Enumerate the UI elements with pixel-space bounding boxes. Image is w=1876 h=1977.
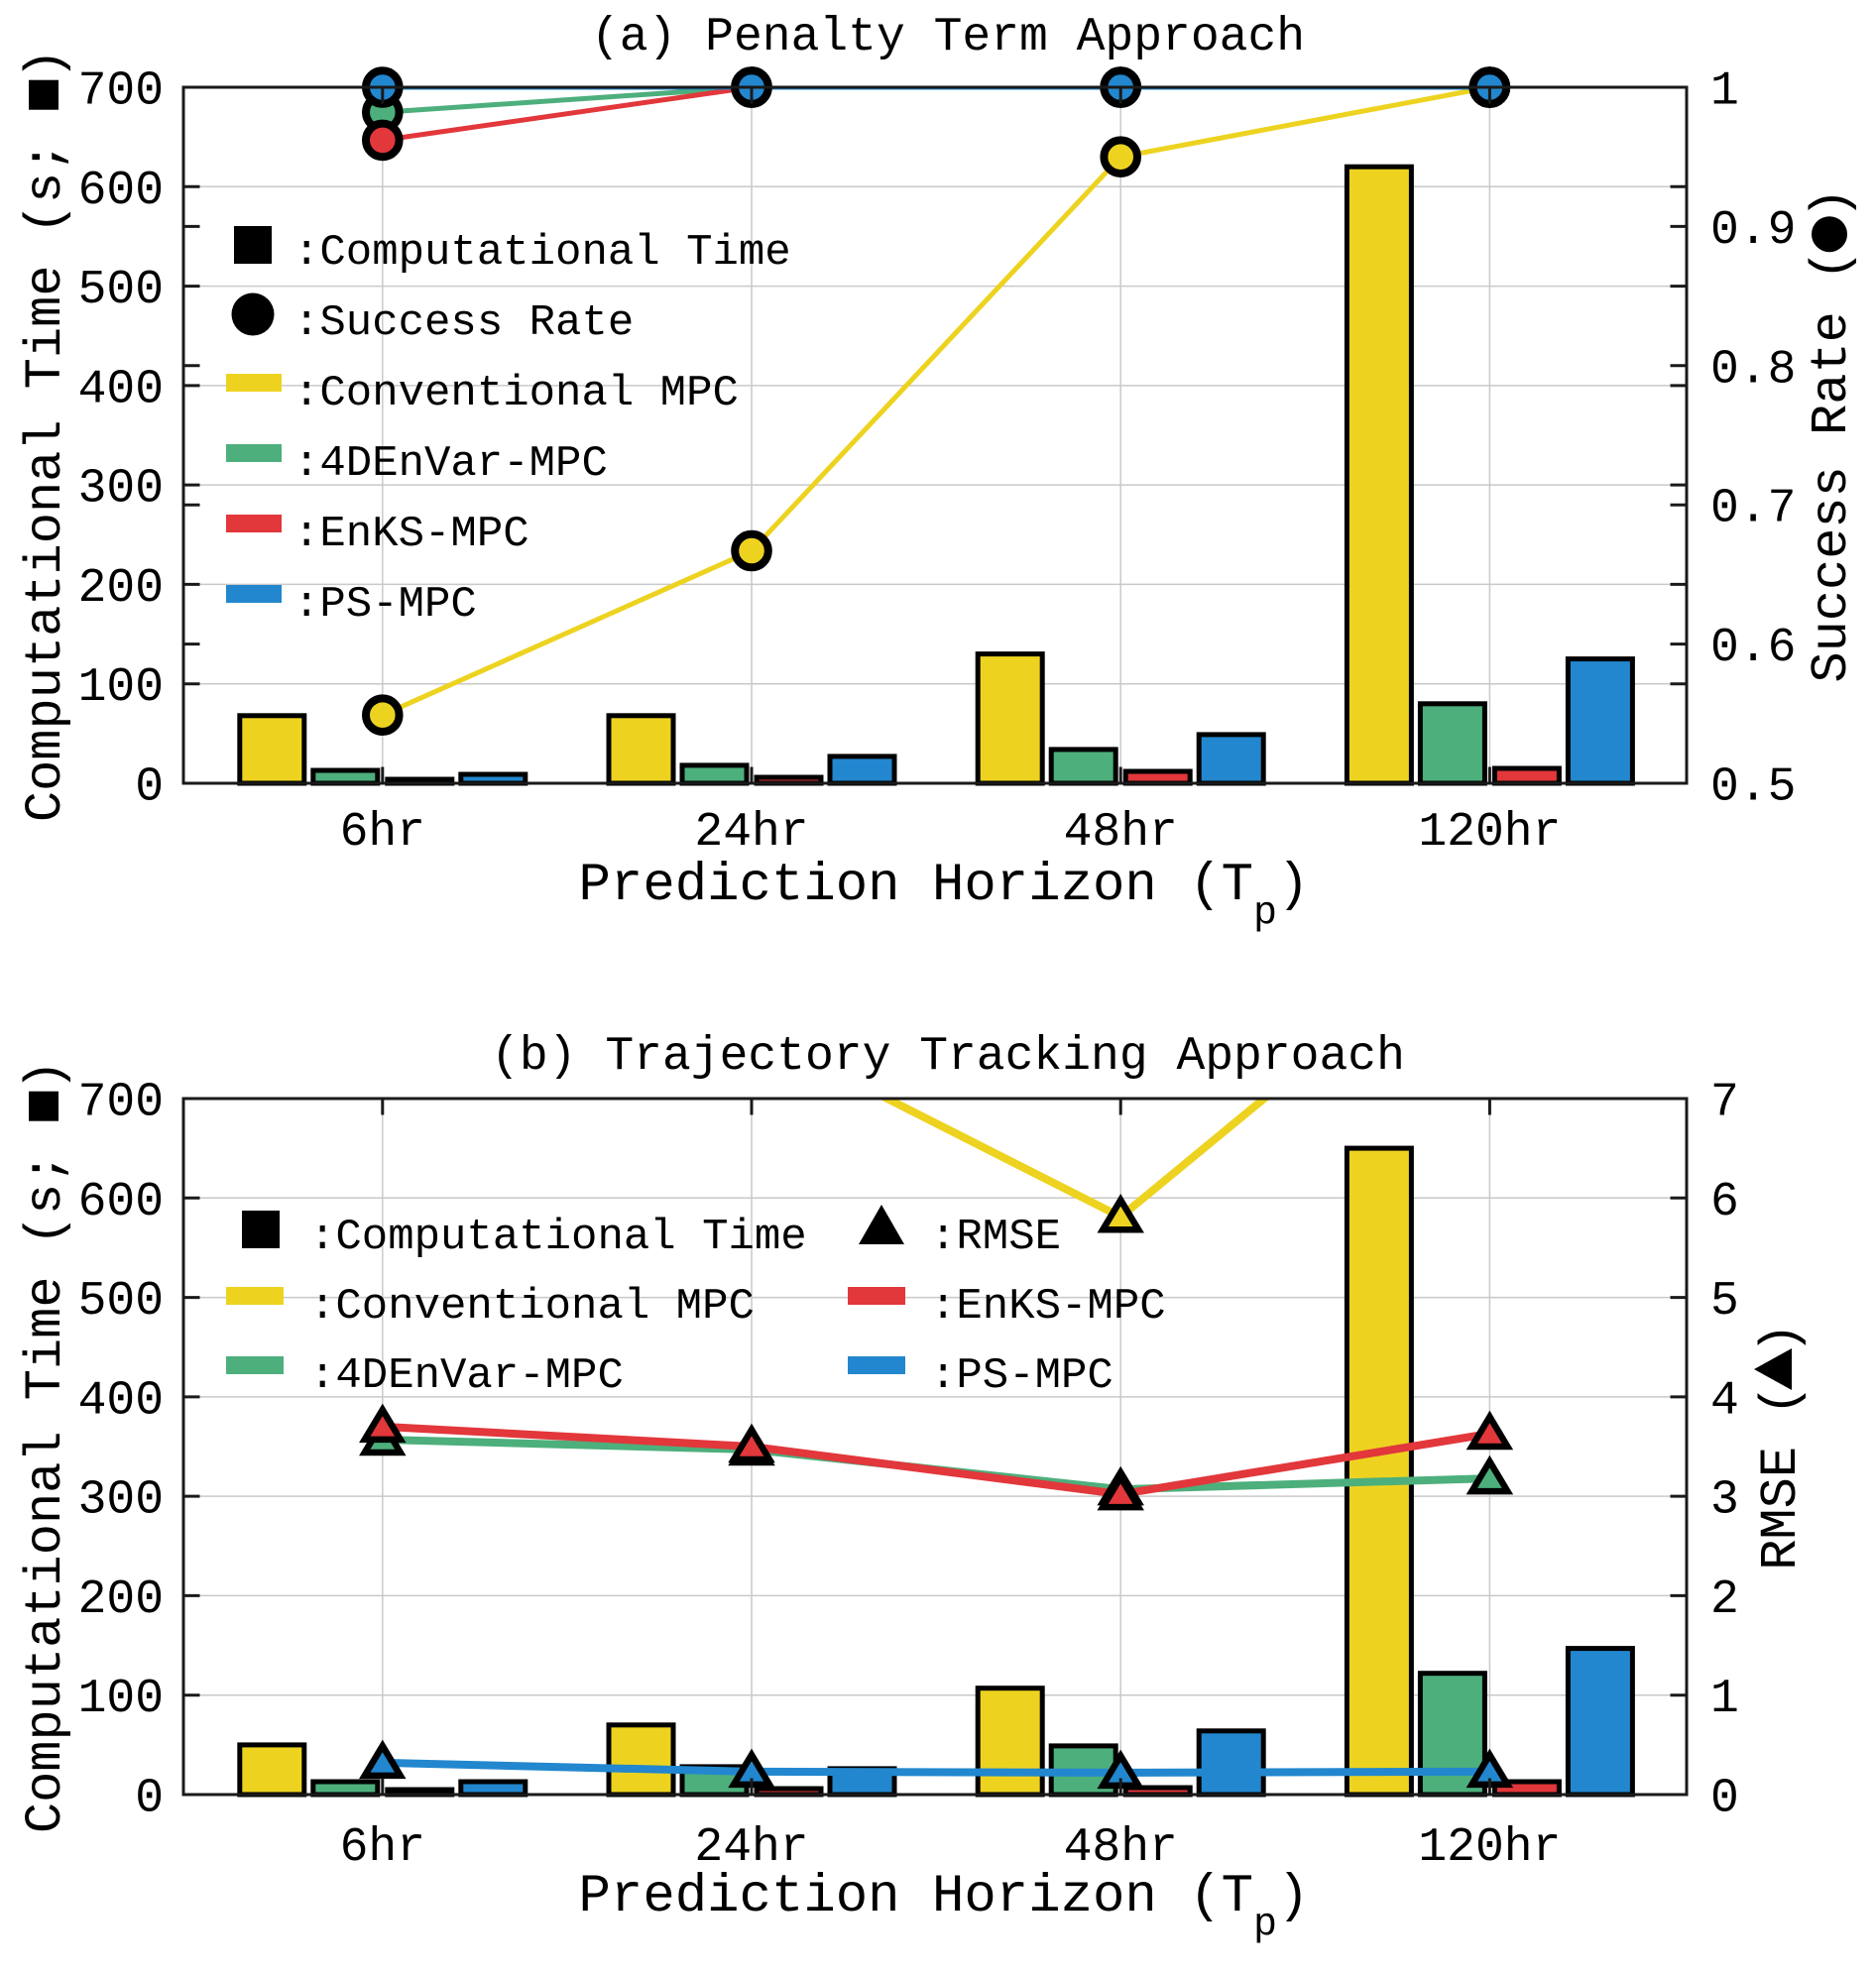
svg-text:600: 600 [78,165,164,218]
svg-text:3: 3 [1710,1474,1739,1528]
svg-text:0: 0 [1710,1773,1739,1826]
svg-text:0: 0 [135,761,164,815]
svg-text:1: 1 [1710,65,1739,119]
svg-text:400: 400 [78,1374,164,1428]
svg-text:6hr: 6hr [340,1821,425,1875]
svg-text:0.8: 0.8 [1710,343,1796,397]
svg-text:400: 400 [78,363,164,416]
svg-text:): ) [17,49,75,79]
svg-text:200: 200 [78,562,164,616]
svg-text:500: 500 [78,1275,164,1329]
svg-text::EnKS-MPC: :EnKS-MPC [293,510,529,559]
svg-text:Computational Time (s;: Computational Time (s; [17,1153,75,1834]
svg-text:100: 100 [78,1673,164,1726]
svg-text:48hr: 48hr [1064,1821,1178,1875]
svg-text::RMSE: :RMSE [930,1213,1061,1262]
svg-text:(a) Penalty Term Approach: (a) Penalty Term Approach [591,11,1305,64]
svg-text:600: 600 [78,1176,164,1229]
svg-text:7: 7 [1710,1077,1739,1130]
svg-text:(b) Trajectory Tracking Approa: (b) Trajectory Tracking Approach [491,1030,1405,1084]
svg-text::Computational Time: :Computational Time [309,1213,807,1262]
svg-text::Conventional MPC: :Conventional MPC [309,1282,755,1332]
svg-text:0.5: 0.5 [1710,761,1796,815]
svg-text:0.7: 0.7 [1710,483,1796,536]
svg-text:200: 200 [78,1573,164,1627]
svg-text::Success Rate: :Success Rate [293,298,634,348]
svg-text:4: 4 [1710,1374,1739,1428]
svg-text:300: 300 [78,463,164,517]
svg-text:48hr: 48hr [1064,806,1178,860]
svg-text:300: 300 [78,1474,164,1528]
svg-text::Computational Time: :Computational Time [293,228,791,278]
svg-text:700: 700 [78,65,164,119]
svg-text:100: 100 [78,661,164,715]
svg-text::PS-MPC: :PS-MPC [293,580,477,630]
svg-text:24hr: 24hr [694,806,808,860]
svg-text:1: 1 [1710,1673,1739,1726]
svg-text:700: 700 [78,1077,164,1130]
svg-text:24hr: 24hr [694,1821,808,1875]
svg-text:6hr: 6hr [340,806,425,860]
svg-text::PS-MPC: :PS-MPC [930,1351,1114,1401]
svg-text:500: 500 [78,264,164,317]
svg-text:6: 6 [1710,1176,1739,1229]
svg-text:2: 2 [1710,1573,1739,1627]
svg-text:0.6: 0.6 [1710,622,1796,675]
svg-text:0: 0 [135,1773,164,1826]
svg-text:120hr: 120hr [1418,806,1561,860]
svg-text:): ) [1803,187,1861,218]
svg-text:): ) [17,1060,75,1091]
svg-text:0.9: 0.9 [1710,204,1796,258]
svg-text:Success Rate (: Success Rate ( [1803,250,1861,683]
svg-text::EnKS-MPC: :EnKS-MPC [930,1282,1166,1332]
svg-text:): ) [1752,1323,1811,1353]
svg-text:RMSE (: RMSE ( [1752,1385,1811,1570]
svg-text:120hr: 120hr [1418,1821,1561,1875]
svg-text::4DEnVar-MPC: :4DEnVar-MPC [293,439,608,489]
svg-text::4DEnVar-MPC: :4DEnVar-MPC [309,1351,624,1401]
svg-text:5: 5 [1710,1275,1739,1329]
svg-text::Conventional MPC: :Conventional MPC [293,369,739,418]
svg-text:Computational Time (s;: Computational Time (s; [17,142,75,823]
